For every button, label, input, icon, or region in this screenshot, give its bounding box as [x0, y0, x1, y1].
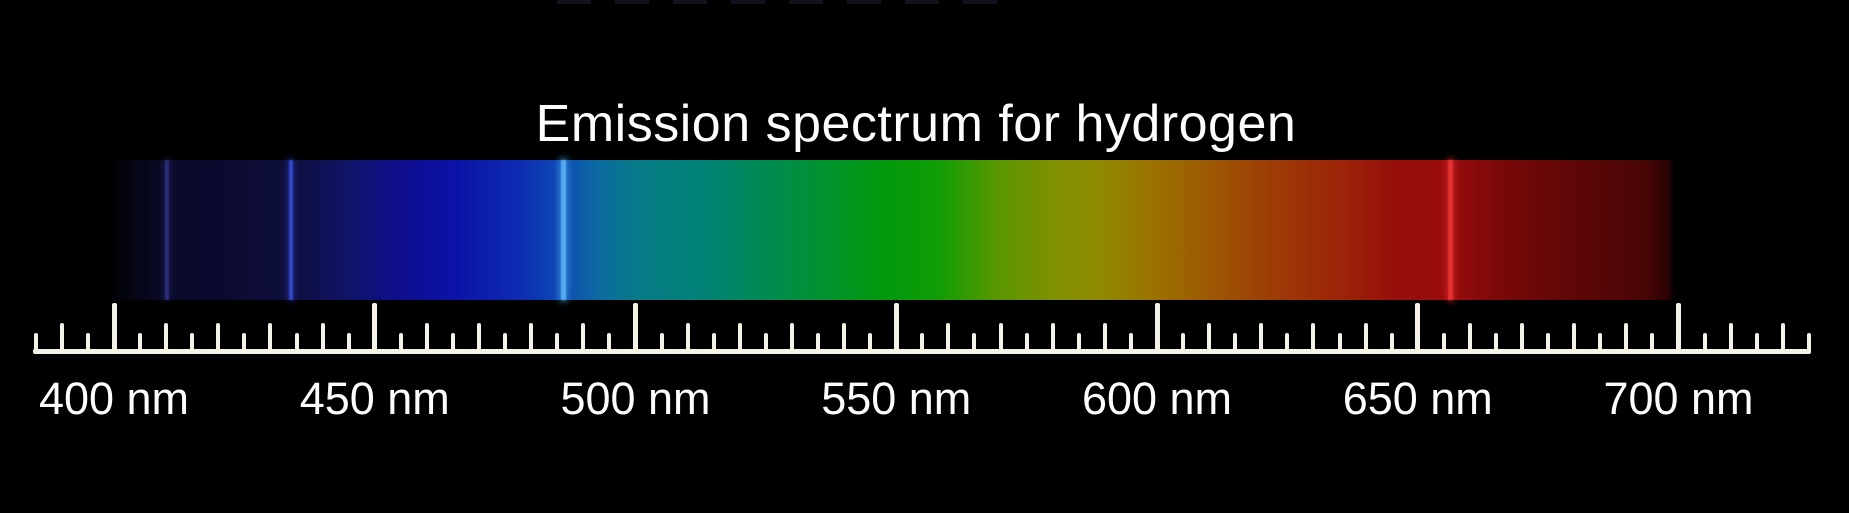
ruler-tick-medium [59, 323, 64, 351]
ruler-tick-minor [1128, 333, 1133, 351]
ruler-tick-medium [946, 323, 951, 351]
ruler-tick-minor [816, 333, 821, 351]
ruler-label: 500 nm [560, 373, 711, 424]
ruler-tick-major [1415, 303, 1421, 351]
ruler-tick-minor [1285, 333, 1290, 351]
ruler-tick-medium [1207, 323, 1212, 351]
ruler-tick-medium [1311, 323, 1316, 351]
ruler-tick-medium [477, 323, 482, 351]
ruler-tick-minor [1754, 333, 1759, 351]
ruler-tick-major [1676, 303, 1681, 351]
ruler-tick-minor [398, 333, 403, 351]
ruler-tick-minor [450, 333, 455, 351]
ruler-tick-medium [581, 323, 586, 351]
emission-line-h-beta [560, 160, 566, 300]
ruler-tick-minor [868, 333, 873, 351]
ruler-tick-medium [789, 323, 794, 351]
ruler-baseline [33, 349, 1811, 354]
ruler-tick-minor [1076, 333, 1081, 351]
ruler-tick-minor [1650, 333, 1655, 351]
ruler-label: 400 nm [38, 373, 190, 424]
ruler-tick-minor [190, 333, 195, 351]
ruler-tick-medium [1572, 323, 1577, 351]
ruler-tick-minor [920, 333, 925, 351]
ruler-tick-minor [33, 333, 38, 351]
ruler-tick-medium [216, 323, 221, 351]
ruler-tick-medium [164, 323, 169, 351]
ruler-label: 550 nm [821, 373, 972, 424]
ruler-tick-minor [85, 333, 90, 351]
ruler-label: 600 nm [1081, 373, 1233, 424]
ruler-tick-minor [972, 333, 977, 351]
ruler-label: 650 nm [1342, 373, 1493, 424]
ruler-tick-minor [1598, 333, 1603, 351]
ruler-tick-minor [555, 333, 560, 351]
ruler-tick-minor [1702, 333, 1707, 351]
ruler-tick-medium [1467, 323, 1472, 351]
ruler-tick-minor [1389, 333, 1394, 351]
spectrum-band [113, 160, 1673, 300]
ruler-tick-major [372, 303, 378, 351]
ruler-tick-minor [1181, 333, 1186, 351]
ruler-tick-minor [138, 333, 143, 351]
ruler-tick-medium [1728, 323, 1733, 351]
ruler-tick-minor [503, 333, 508, 351]
ruler-tick-medium [1363, 323, 1368, 351]
ruler-tick-medium [1259, 323, 1264, 351]
diagram-title: Emission spectrum for hydrogen [535, 95, 1297, 153]
ruler-tick-minor [1337, 333, 1342, 351]
ruler-tick-major [111, 303, 117, 351]
emission-line-h-gamma [289, 160, 294, 300]
ruler-tick-medium [1520, 323, 1525, 351]
ruler-tick-minor [1233, 333, 1238, 351]
ruler-tick-minor [346, 333, 351, 351]
ruler-tick-minor [659, 333, 664, 351]
emission-line-h-delta [165, 160, 170, 300]
ruler-tick-medium [1050, 323, 1055, 351]
ruler-tick-minor [1806, 333, 1811, 351]
ruler-tick-medium [1102, 323, 1107, 351]
ruler-tick-medium [685, 323, 690, 351]
ruler-tick-minor [607, 333, 612, 351]
ruler-tick-medium [529, 323, 534, 351]
emission-line-h-alpha [1448, 160, 1454, 300]
ruler-tick-minor [711, 333, 716, 351]
ruler-tick-minor [1546, 333, 1551, 351]
ruler-tick-minor [1024, 333, 1029, 351]
ruler-tick-minor [242, 333, 247, 351]
ruler-label: 450 nm [299, 373, 450, 424]
ruler-tick-minor [294, 333, 299, 351]
ruler-tick-minor [1493, 333, 1498, 351]
ruler-tick-medium [1624, 323, 1629, 351]
ruler-tick-medium [998, 323, 1003, 351]
ruler-tick-medium [268, 323, 273, 351]
ruler-tick-major [633, 303, 638, 351]
ruler-tick-medium [1780, 323, 1785, 351]
ruler-tick-minor [1441, 333, 1446, 351]
ruler-tick-medium [737, 323, 742, 351]
ruler-tick-medium [424, 323, 429, 351]
ruler-tick-medium [320, 323, 325, 351]
ruler-tick-minor [763, 333, 768, 351]
top-edge-artifact [557, 0, 1010, 4]
ruler-label: 700 nm [1603, 373, 1754, 424]
ruler-tick-major [1154, 303, 1160, 351]
ruler-tick-major [893, 303, 899, 351]
ruler-tick-medium [842, 323, 847, 351]
